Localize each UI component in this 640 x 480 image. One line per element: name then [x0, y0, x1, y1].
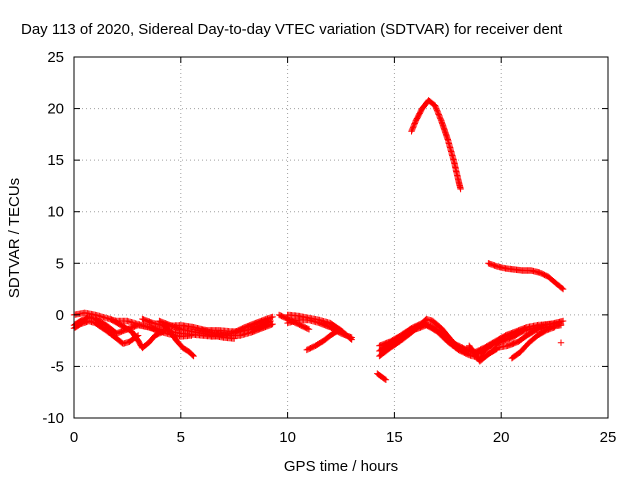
series-trace-12: [275, 311, 313, 333]
axis-ticks: 0 5 10 15 20 25 -10 -5 0 5 10 15 20 25: [42, 49, 616, 446]
series-trace-8: [199, 320, 276, 339]
y-tick-label: -10: [42, 410, 64, 427]
x-tick-label: 20: [493, 429, 510, 446]
series-markers: [408, 97, 464, 193]
series-trace-21: [485, 260, 567, 293]
series-markers: [303, 328, 340, 354]
plot-frame: [73, 56, 609, 419]
y-axis-label: SDTVAR / TECUs: [6, 178, 23, 298]
x-tick-label: 15: [386, 429, 403, 446]
y-tick-label: 5: [56, 255, 64, 272]
series-trace-9: [284, 311, 355, 343]
y-tick-label: 0: [56, 307, 64, 324]
x-tick-label: 25: [600, 429, 617, 446]
series-trace-18: [374, 370, 390, 383]
x-tick-label: 0: [70, 429, 78, 446]
series-trace-11: [303, 328, 340, 354]
x-tick-label: 5: [177, 429, 185, 446]
y-tick-label: 10: [47, 204, 64, 221]
series-markers: [557, 339, 565, 346]
series-trace-4: [107, 315, 167, 352]
x-tick-label: 10: [279, 429, 296, 446]
series-trace-17: [508, 324, 558, 362]
series-markers: [275, 311, 313, 333]
y-tick-label: 25: [47, 49, 64, 66]
series-trace-20: [408, 97, 464, 193]
series-markers: [284, 311, 355, 343]
series-trace-19: [557, 339, 565, 346]
series-markers: [107, 315, 167, 352]
y-tick-label: 20: [47, 101, 64, 118]
grid: [74, 57, 608, 418]
y-tick-label: -5: [51, 358, 64, 375]
y-tick-label: 15: [47, 152, 64, 169]
series-markers: [199, 320, 276, 339]
series-markers: [485, 260, 567, 293]
series-markers: [508, 324, 558, 362]
chart-title: Day 113 of 2020, Sidereal Day-to-day VTE…: [21, 21, 563, 38]
x-axis-label: GPS time / hours: [284, 458, 398, 475]
data-points: [70, 97, 567, 383]
series-markers: [374, 370, 390, 383]
